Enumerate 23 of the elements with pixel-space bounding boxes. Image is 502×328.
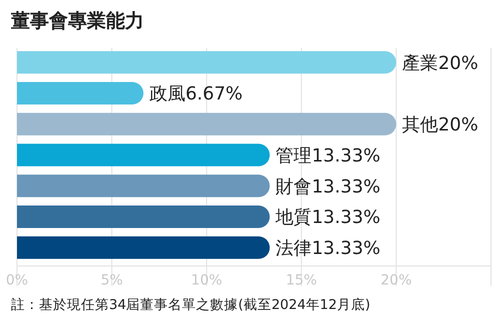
y-tick-label: 管理 bbox=[276, 145, 312, 166]
y-tick-label: 法律 bbox=[276, 238, 312, 260]
data-label: 13.33% bbox=[312, 238, 380, 260]
data-label: 6.67% bbox=[185, 84, 243, 105]
y-tick-label: 地質 bbox=[274, 207, 312, 228]
bar bbox=[17, 82, 144, 105]
y-tick-label: 財會 bbox=[276, 176, 312, 198]
data-label: 20% bbox=[438, 52, 478, 74]
data-label: 20% bbox=[438, 114, 478, 136]
data-label: 13.33% bbox=[312, 207, 380, 228]
text: 註：基於現任第34屆董事名單之數據(截至2024年12月底) bbox=[11, 297, 370, 313]
y-tick-label: 其他 bbox=[402, 114, 438, 136]
y-tick-label: 政風 bbox=[149, 84, 186, 105]
chart-title: 董事會專業能力 bbox=[10, 10, 144, 32]
data-label: 13.33% bbox=[312, 176, 380, 198]
bar bbox=[17, 112, 396, 136]
bar bbox=[17, 205, 270, 228]
bar bbox=[17, 51, 396, 74]
bar bbox=[17, 174, 270, 198]
data-label: 13.33% bbox=[312, 145, 380, 166]
bar bbox=[17, 236, 270, 259]
bar bbox=[17, 144, 270, 166]
y-tick-label: 產業 bbox=[402, 52, 438, 74]
